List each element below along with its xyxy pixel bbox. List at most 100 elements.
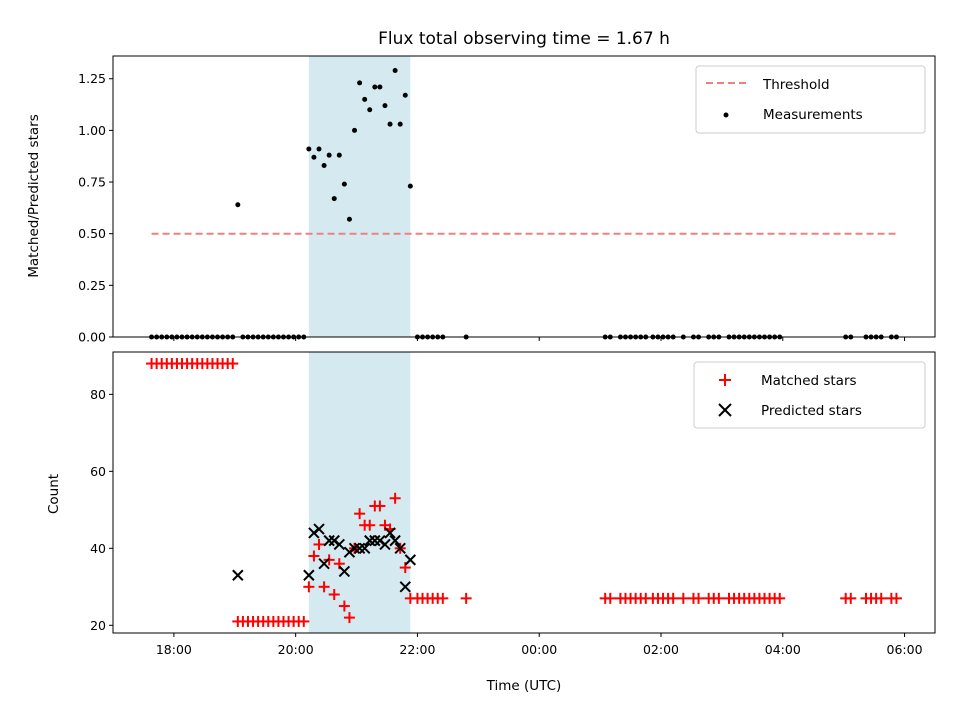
- ratio-panel-frame: [112, 55, 936, 338]
- measurement-point: [316, 146, 322, 152]
- predicted-star-point: [358, 542, 371, 555]
- x-tick-label: 22:00: [399, 642, 435, 657]
- count-panel-ticks: 20 40 60 80 18:00 20:00 22:00 00:00 02:00 04:00 06…: [90, 387, 923, 657]
- count-legend-box: [693, 361, 926, 429]
- predicted-star-point: [389, 534, 401, 547]
- threshold-legend-label: Threshold: [762, 77, 830, 93]
- predicted-legend-swatch: [718, 403, 732, 417]
- measurement-point: [346, 216, 352, 222]
- measurement-point: [392, 67, 398, 73]
- predicted-star-point: [323, 534, 335, 547]
- y-tick-label: 0.00: [78, 330, 106, 345]
- matched-star-point: [338, 600, 350, 612]
- matched-star-point: [677, 592, 689, 604]
- measurement-point: [367, 107, 373, 113]
- matched-legend-swatch: [719, 374, 731, 386]
- chart-title: Flux total observing time = 1.67 h: [378, 29, 670, 49]
- measurement-point: [321, 163, 327, 169]
- count-panel-marks: [146, 358, 902, 627]
- matched-star-point: [328, 589, 340, 601]
- ratio-legend: Threshold Measurements: [695, 65, 926, 134]
- y-tick-label: 80: [90, 387, 106, 402]
- matched-star-point: [875, 592, 887, 604]
- y-tick-label: 60: [90, 464, 106, 479]
- predicted-star-point: [333, 538, 346, 551]
- matched-star-point: [604, 592, 616, 604]
- matched-star-point: [308, 550, 320, 562]
- predicted-star-point: [404, 554, 417, 566]
- predicted-star-point: [303, 569, 315, 581]
- ratio-panel-ticks: 0.00 0.25 0.50 0.75 1.00 1.25: [78, 71, 906, 345]
- matched-star-point: [667, 592, 679, 604]
- count-panel: 20 40 60 80 18:00 20:00 22:00 00:00 02:00 04:00 06…: [46, 351, 936, 694]
- count-legend: Matched stars Predicted stars: [693, 361, 926, 429]
- predicted-star-point: [369, 534, 381, 547]
- measurement-point: [402, 92, 408, 98]
- measurement-point: [336, 152, 342, 158]
- matched-star-point: [303, 581, 315, 593]
- x-tick-label: 06:00: [887, 642, 923, 657]
- predicted-star-point: [353, 542, 366, 555]
- measurement-point: [235, 202, 241, 208]
- predicted-legend-label: Predicted stars: [761, 403, 862, 419]
- ratio-legend-box: [695, 65, 926, 134]
- matched-star-point: [713, 592, 725, 604]
- predicted-star-point: [384, 527, 396, 539]
- matched-star-point: [437, 592, 449, 604]
- measurement-point: [306, 146, 312, 152]
- measurement-point: [311, 154, 317, 160]
- measurement-point: [341, 181, 347, 187]
- y-tick-label: 0.75: [78, 175, 106, 190]
- matched-star-point: [227, 358, 239, 370]
- measurement-point: [357, 80, 363, 86]
- matched-star-point: [318, 581, 330, 593]
- matched-legend-label: Matched stars: [761, 373, 857, 389]
- measurements-legend-label: Measurements: [763, 107, 863, 123]
- measurement-point: [352, 127, 358, 133]
- measurement-point: [397, 121, 403, 127]
- y-tick-label: 1.00: [78, 123, 106, 138]
- measurement-point: [326, 152, 332, 158]
- measurement-point: [407, 183, 413, 189]
- predicted-star-point: [313, 523, 325, 535]
- predicted-star-point: [399, 581, 411, 593]
- matched-star-point: [364, 519, 376, 531]
- x-tick-label: 18:00: [156, 642, 192, 657]
- observing-window-shade: [308, 56, 411, 337]
- y-tick-label: 20: [90, 618, 106, 633]
- predicted-star-point: [318, 558, 330, 570]
- y-tick-label: 0.25: [78, 278, 106, 293]
- measurement-point: [331, 196, 337, 202]
- predicted-star-point: [348, 542, 361, 555]
- matched-star-point: [845, 592, 857, 604]
- matched-star-point: [343, 612, 355, 624]
- measurements-legend-swatch: [723, 112, 729, 118]
- measurement-point: [362, 96, 368, 102]
- x-tick-label: 00:00: [521, 642, 557, 657]
- predicted-star-point: [379, 538, 391, 551]
- y-tick-label: 0.50: [78, 226, 106, 241]
- x-tick-label: 20:00: [278, 642, 314, 657]
- measurement-point: [377, 84, 383, 90]
- count-panel-ylabel: Count: [46, 474, 62, 514]
- ratio-panel-ylabel: Matched/Predicted stars: [26, 114, 42, 277]
- predicted-star-point: [394, 542, 406, 555]
- matched-star-point: [389, 492, 401, 504]
- count-panel-xlabel: Time (UTC): [486, 678, 562, 694]
- matched-star-point: [774, 592, 786, 604]
- count-panel-frame: [112, 351, 936, 634]
- matched-star-point: [693, 592, 705, 604]
- y-tick-label: 1.25: [78, 71, 106, 86]
- matched-star-point: [890, 592, 902, 604]
- measurement-point: [372, 84, 378, 90]
- ratio-panel: 0.00 0.25 0.50 0.75 1.00 1.25 Matched/Predict…: [26, 55, 936, 345]
- predicted-star-point: [232, 569, 244, 581]
- matched-star-point: [313, 538, 325, 550]
- x-tick-label: 02:00: [643, 642, 679, 657]
- predicted-star-point: [364, 534, 376, 547]
- measurement-point: [382, 103, 388, 109]
- x-tick-label: 04:00: [765, 642, 801, 657]
- matched-star-point: [354, 508, 366, 520]
- measurement-point: [387, 121, 393, 127]
